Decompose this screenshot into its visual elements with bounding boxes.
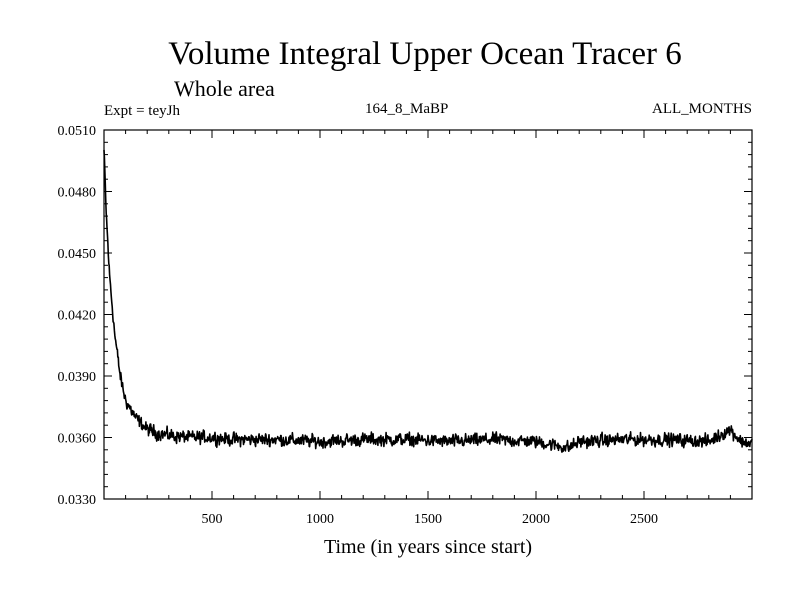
y-tick-label: 0.0510	[58, 124, 97, 139]
x-tick-label: 1000	[306, 512, 334, 527]
plot-frame	[103, 129, 753, 500]
x-axis-label: Time (in years since start)	[323, 536, 533, 558]
x-tick-label: 2000	[522, 512, 550, 527]
series-line	[103, 149, 753, 453]
chart-title: Volume Integral Upper Ocean Tracer 6	[168, 36, 682, 72]
chart-subtitle: Whole area	[174, 76, 275, 101]
y-tick-label: 0.0480	[58, 186, 97, 201]
months-label: ALL_MONTHS	[652, 101, 752, 117]
y-tick-label: 0.0360	[58, 432, 97, 447]
x-tick-label: 1500	[414, 512, 442, 527]
y-tick-label: 0.0330	[58, 493, 97, 508]
run-label: 164_8_MaBP	[365, 101, 449, 117]
y-tick-label: 0.0390	[58, 370, 97, 385]
y-tick-label: 0.0450	[58, 247, 97, 262]
y-tick-label: 0.0420	[58, 309, 97, 324]
x-tick-label: 500	[202, 512, 223, 527]
tick-label-layer: 500 1000 1500 2000 2500 0.0330 0.0360 0.0390 0.0…	[58, 124, 659, 527]
experiment-label: Expt = teyJh	[104, 103, 180, 119]
x-tick-label: 2500	[630, 512, 658, 527]
